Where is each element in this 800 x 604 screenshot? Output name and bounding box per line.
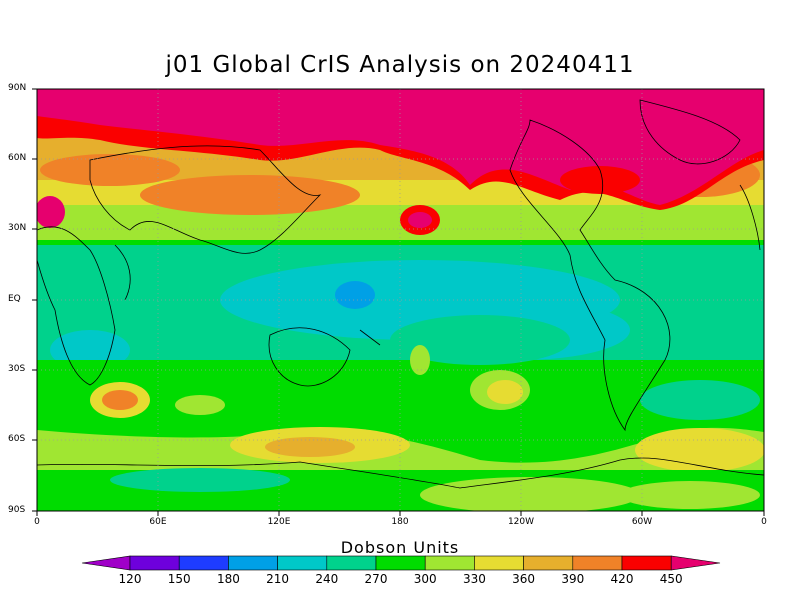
lon-label: 0 [761,517,767,527]
lon-label: 60W [631,517,653,527]
lat-label: 30S [8,364,26,374]
colorbar-tick-label: 240 [315,572,339,586]
colorbar-segment [474,555,524,571]
colorbar-tick-label: 270 [364,572,388,586]
coastlines [37,99,764,489]
lon-label: 0 [34,517,40,527]
ozone-field [37,89,764,511]
lon-label: 120W [507,517,535,527]
lon-label: 120E [267,517,291,527]
lat-label: 60N [8,153,27,163]
colorbar-segment [572,555,623,571]
axis-ticks [32,88,765,516]
lat-label: 30N [8,223,27,233]
colorbar-tick-label: 450 [659,572,683,586]
colorbar-tick-label: 180 [216,572,240,586]
colorbar-tick-label: 210 [266,572,290,586]
colorbar-tick-label: 300 [413,572,437,586]
colorbar-segment [129,555,180,571]
colorbar [81,555,721,571]
map-title: j01 Global CrIS Analysis on 20240411 [165,52,635,78]
colorbar-segment [621,555,672,571]
colorbar-tick-label: 150 [167,572,191,586]
lon-label: 60E [149,517,167,527]
colorbar-tick-label: 390 [561,572,585,586]
colorbar-segment [424,555,475,571]
lat-label: 90N [8,83,27,93]
colorbar-segment [375,555,426,571]
colorbar-segment [326,555,377,571]
colorbar-segment [670,555,721,571]
colorbar-tick-label: 330 [462,572,486,586]
colorbar-segment [228,555,278,571]
colorbar-tick-label: 420 [610,572,634,586]
lon-label: 180 [391,517,409,527]
colorbar-tick-label: 120 [118,572,142,586]
lat-label: 60S [8,434,26,444]
lat-label: 90S [8,505,26,515]
colorbar-tick-label: 360 [512,572,536,586]
colorbar-segment [523,555,574,571]
lat-label: EQ [8,294,21,304]
colorbar-segment [81,555,131,571]
colorbar-segment [178,555,229,571]
colorbar-segment [277,555,328,571]
colorbar-title: Dobson Units [340,538,460,557]
